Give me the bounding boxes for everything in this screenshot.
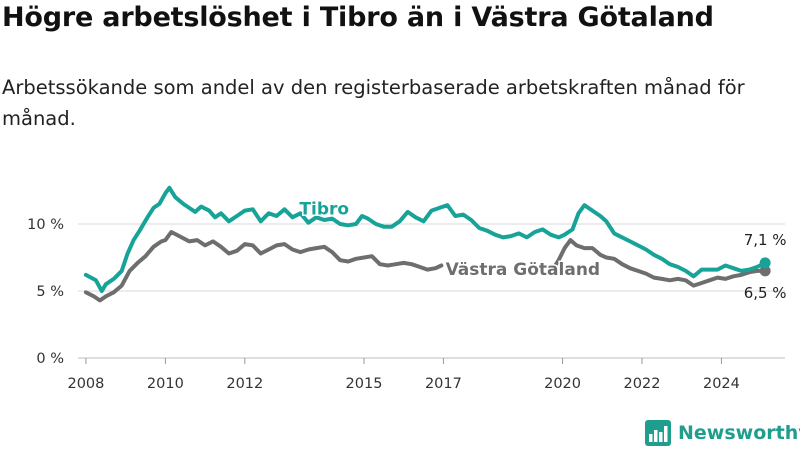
y-tick-label: 5 % [36, 284, 64, 300]
x-tick-label: 2024 [703, 376, 740, 392]
end-value-label-vastra-gotaland: 6,5 % [744, 284, 787, 302]
x-tick-label: 2022 [624, 376, 661, 392]
x-tick-label: 2010 [147, 376, 184, 392]
newsworthy-chart-logo-icon [645, 420, 671, 446]
brand-name: Newsworthy [678, 422, 800, 444]
series-end-dot-tibro [759, 257, 771, 269]
y-tick-label: 0 % [36, 351, 64, 367]
chart-subtitle: Arbetssökande som andel av den registerb… [2, 76, 745, 130]
x-tick-label: 2012 [226, 376, 263, 392]
x-tick-label: 2020 [544, 376, 581, 392]
series-label-vastra-gotaland: Västra Götaland [446, 260, 601, 280]
newsworthy-brand: Newsworthy [644, 418, 800, 448]
series-label-tibro: Tibro [299, 200, 349, 220]
x-tick-label: 2017 [425, 376, 462, 392]
x-tick-label: 2015 [346, 376, 383, 392]
end-value-label-tibro: 7,1 % [744, 231, 787, 249]
series-end-dot-vastra-gotaland [759, 265, 771, 277]
x-tick-label: 2008 [67, 376, 104, 392]
series-line-tibro [83, 185, 768, 293]
chart-title: Högre arbetslöshet i Tibro än i Västra G… [2, 2, 714, 33]
y-tick-label: 10 % [27, 217, 64, 233]
series-line-vastra-gotaland [83, 230, 768, 303]
